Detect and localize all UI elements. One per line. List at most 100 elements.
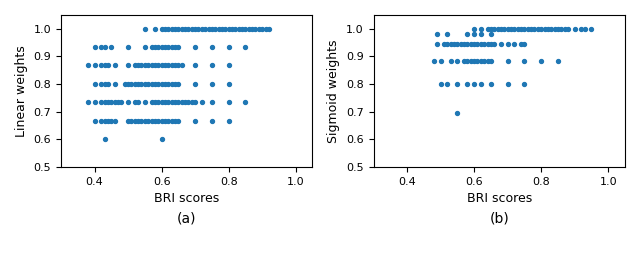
Point: [96, 63, 106, 67]
Point: [170, 118, 180, 123]
Point: [516, 27, 526, 31]
Point: [217, 27, 227, 31]
Point: [260, 27, 271, 31]
Point: [147, 45, 157, 49]
Point: [452, 42, 463, 46]
Point: [109, 100, 120, 104]
Point: [163, 27, 173, 31]
Point: [502, 82, 513, 86]
Point: [166, 63, 177, 67]
Point: [469, 82, 479, 86]
Point: [207, 118, 217, 123]
Point: [546, 27, 556, 31]
Point: [496, 42, 506, 46]
Point: [489, 42, 499, 46]
Point: [183, 100, 193, 104]
Point: [207, 82, 217, 86]
Point: [550, 27, 560, 31]
Point: [123, 82, 133, 86]
Point: [476, 32, 486, 37]
Point: [109, 82, 120, 86]
Point: [133, 82, 143, 86]
Point: [519, 42, 529, 46]
Point: [157, 45, 167, 49]
Point: [502, 27, 513, 31]
Point: [462, 82, 472, 86]
Title: (a): (a): [177, 211, 196, 226]
Point: [90, 45, 100, 49]
Point: [476, 82, 486, 86]
Point: [445, 42, 456, 46]
Point: [193, 27, 204, 31]
Point: [499, 27, 509, 31]
Point: [230, 27, 241, 31]
Point: [170, 63, 180, 67]
Point: [486, 42, 496, 46]
Point: [449, 42, 459, 46]
Point: [432, 42, 442, 46]
Point: [237, 27, 247, 31]
Point: [106, 100, 116, 104]
Point: [207, 27, 217, 31]
Point: [476, 27, 486, 31]
Point: [190, 82, 200, 86]
Point: [99, 118, 109, 123]
Point: [173, 45, 184, 49]
Point: [462, 42, 472, 46]
Point: [244, 27, 254, 31]
Point: [157, 118, 167, 123]
Point: [143, 118, 154, 123]
Point: [502, 42, 513, 46]
Point: [580, 27, 590, 31]
Point: [207, 63, 217, 67]
Point: [190, 45, 200, 49]
Point: [160, 118, 170, 123]
Point: [166, 27, 177, 31]
Point: [160, 45, 170, 49]
Point: [103, 82, 113, 86]
Point: [553, 58, 563, 63]
Point: [513, 27, 523, 31]
Point: [459, 58, 469, 63]
Point: [466, 42, 476, 46]
Point: [445, 58, 456, 63]
Point: [83, 100, 93, 104]
Point: [130, 118, 140, 123]
Point: [476, 58, 486, 63]
Point: [133, 63, 143, 67]
Point: [486, 27, 496, 31]
Point: [90, 100, 100, 104]
Point: [241, 27, 251, 31]
Point: [486, 32, 496, 37]
Point: [489, 27, 499, 31]
Point: [439, 42, 449, 46]
Point: [160, 82, 170, 86]
Point: [483, 42, 493, 46]
Point: [99, 63, 109, 67]
Point: [223, 118, 234, 123]
Point: [130, 100, 140, 104]
Point: [526, 27, 536, 31]
Point: [173, 82, 184, 86]
Point: [469, 32, 479, 37]
Point: [166, 45, 177, 49]
Point: [257, 27, 268, 31]
Point: [496, 27, 506, 31]
Point: [452, 82, 463, 86]
Point: [264, 27, 274, 31]
Point: [90, 63, 100, 67]
Point: [180, 27, 190, 31]
Point: [157, 137, 167, 141]
Point: [166, 118, 177, 123]
Point: [223, 63, 234, 67]
Point: [553, 27, 563, 31]
Point: [204, 27, 214, 31]
Point: [157, 82, 167, 86]
Point: [140, 27, 150, 31]
Point: [173, 63, 184, 67]
Point: [570, 27, 580, 31]
Point: [227, 27, 237, 31]
Point: [143, 63, 154, 67]
Point: [196, 100, 207, 104]
Point: [103, 118, 113, 123]
